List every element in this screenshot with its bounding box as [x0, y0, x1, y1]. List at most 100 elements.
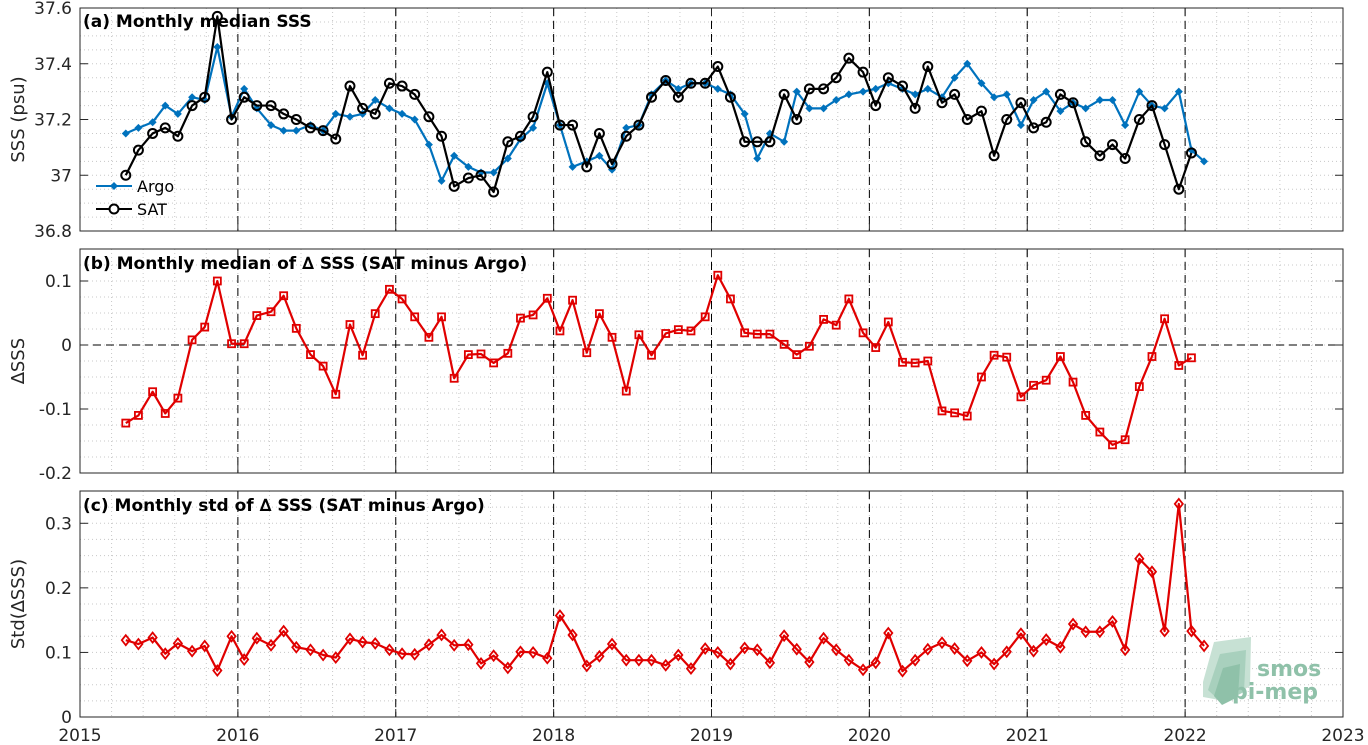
data-point — [555, 326, 565, 336]
data-point — [251, 631, 262, 645]
data-point — [199, 91, 211, 103]
data-point — [278, 624, 289, 638]
data-point — [371, 95, 380, 104]
data-point — [1198, 639, 1210, 653]
data-point — [792, 87, 801, 96]
data-point — [186, 100, 198, 112]
data-point — [673, 325, 683, 335]
data-point — [962, 411, 972, 421]
data-point — [1159, 624, 1170, 638]
legend: Argo SAT — [96, 177, 174, 219]
data-point — [700, 642, 711, 655]
data-point — [133, 637, 144, 651]
y-tick-label: -0.1 — [39, 400, 72, 420]
data-point — [830, 72, 842, 84]
data-point — [1042, 87, 1051, 96]
data-point — [1081, 104, 1090, 113]
data-point — [647, 350, 656, 360]
data-point — [1028, 644, 1039, 658]
panel-c: 0 0.1 0.2 0.3 2015 2016 2017 2018 2019 2020 2021 20… — [8, 490, 1365, 745]
data-point — [542, 651, 553, 665]
panel-b: -0.2 -0.1 0 0.1 ∆SSS (b) Monthly median of ∆ … — [8, 248, 1344, 484]
data-point — [606, 637, 618, 651]
data-point — [1001, 114, 1013, 125]
data-point — [1094, 150, 1106, 162]
data-point — [528, 310, 538, 320]
y-tick-label: 36.8 — [34, 222, 72, 242]
data-point — [988, 150, 1000, 162]
data-point — [949, 642, 960, 655]
data-point — [805, 104, 814, 113]
data-point — [161, 101, 170, 110]
data-point — [633, 653, 645, 667]
x-tick-label: 2018 — [532, 726, 575, 745]
series-line-sat — [124, 15, 1193, 194]
data-point — [1040, 116, 1052, 128]
data-point — [858, 328, 868, 338]
data-point — [398, 109, 407, 118]
data-point — [765, 329, 775, 339]
data-point — [778, 88, 790, 100]
data-point — [753, 154, 762, 163]
logo-text-pimep: pi-mep — [1232, 680, 1318, 705]
data-point — [449, 638, 460, 652]
data-point — [621, 386, 631, 396]
data-point — [844, 90, 853, 99]
data-point — [148, 387, 158, 397]
data-point — [464, 162, 473, 171]
data-point — [990, 93, 999, 102]
data-point — [1029, 380, 1038, 390]
y-tick-label: 0.1 — [45, 272, 72, 292]
data-point — [423, 638, 435, 652]
data-point — [593, 127, 605, 139]
data-point — [739, 136, 751, 148]
data-point — [819, 104, 828, 113]
data-point — [818, 83, 830, 95]
data-point — [502, 136, 514, 148]
data-point — [345, 320, 355, 329]
legend-argo-marker — [110, 182, 118, 190]
data-point — [1080, 625, 1091, 639]
data-point — [227, 339, 236, 349]
data-point — [1187, 353, 1196, 363]
x-tick-label: 2015 — [58, 726, 101, 745]
data-point — [803, 83, 815, 95]
data-point — [739, 641, 750, 655]
data-point — [725, 657, 736, 671]
data-point — [330, 133, 342, 145]
data-point — [1108, 440, 1117, 450]
x-tick-label: 2016 — [216, 726, 259, 745]
data-point — [779, 339, 789, 349]
data-point — [567, 119, 579, 131]
data-point — [843, 52, 855, 64]
data-point — [317, 648, 329, 662]
data-point — [1121, 121, 1130, 130]
data-point — [1173, 183, 1185, 195]
data-point — [1002, 352, 1012, 362]
data-point — [1002, 90, 1011, 99]
data-point — [160, 409, 170, 418]
y-axis-label: SSS (psu) — [8, 76, 29, 162]
data-point — [1160, 314, 1170, 324]
x-tick-label: 2017 — [374, 726, 417, 745]
data-point — [780, 137, 789, 146]
data-point — [450, 151, 459, 160]
data-point — [173, 109, 182, 118]
data-point — [515, 645, 526, 659]
logo-wave-front — [1214, 664, 1240, 705]
legend-sat-label: SAT — [137, 200, 167, 219]
x-tick-label: 2019 — [690, 726, 733, 745]
data-point — [1016, 392, 1026, 402]
data-point — [804, 655, 815, 669]
data-point — [369, 108, 381, 120]
data-point — [977, 372, 986, 382]
data-point — [252, 311, 262, 320]
data-point — [844, 294, 854, 304]
data-point — [134, 123, 143, 132]
data-point — [672, 91, 684, 103]
y-tick-label: 0 — [61, 708, 72, 728]
x-tick-label: 2020 — [848, 726, 891, 745]
data-point — [1134, 382, 1144, 392]
data-point — [529, 123, 538, 132]
series-line-delta — [125, 274, 1193, 446]
